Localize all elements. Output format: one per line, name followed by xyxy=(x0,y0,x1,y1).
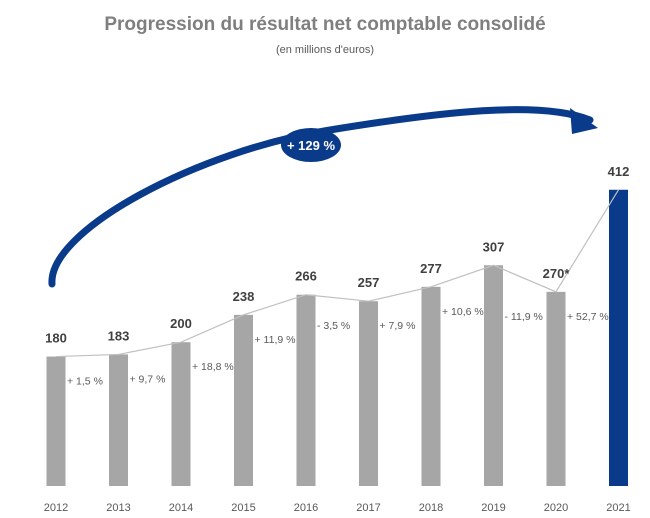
growth-label-2018: + 7,9 % xyxy=(380,320,416,332)
x-tick-label-2013: 2013 xyxy=(106,502,130,514)
bar-2013 xyxy=(109,354,128,486)
growth-arrow xyxy=(48,106,594,288)
growth-label-2020: - 11,9 % xyxy=(505,311,543,323)
growth-label-2016: + 11,9 % xyxy=(255,334,296,346)
chart-subtitle: (en millions d'euros) xyxy=(275,44,375,56)
trend-line xyxy=(55,189,620,358)
bar-2014 xyxy=(171,342,191,486)
value-label-2017: 257 xyxy=(358,275,380,290)
bar-2018 xyxy=(421,286,441,486)
value-label-2012: 180 xyxy=(45,331,67,346)
x-tick-label-2012: 2012 xyxy=(44,502,68,514)
bar-2017 xyxy=(359,301,378,486)
value-label-2019: 307 xyxy=(483,239,505,254)
value-label-2014: 200 xyxy=(170,316,192,331)
x-tick-label-2015: 2015 xyxy=(231,502,255,514)
bar-2012 xyxy=(46,356,66,486)
x-tick-label-2016: 2016 xyxy=(294,502,318,514)
x-tick-label-2018: 2018 xyxy=(419,502,443,514)
growth-label-2019: + 10,6 % xyxy=(442,306,484,318)
growth-arrow-head xyxy=(570,108,598,134)
growth-label-2014: + 9,7 % xyxy=(130,373,166,385)
growth-badge xyxy=(281,128,341,162)
bar-2021 xyxy=(609,189,628,486)
bar-2019 xyxy=(484,265,503,486)
bars-group xyxy=(46,189,628,486)
value-label-2020: 270* xyxy=(543,266,571,281)
bar-2016 xyxy=(296,294,316,486)
growth-label-2015: + 18,8 % xyxy=(192,361,234,373)
value-label-2021: 412 xyxy=(608,164,630,179)
labels-group: 180 2012 183 2013 200 2014 238 2015 266 2016 257 20… xyxy=(44,164,631,514)
x-tick-label-2020: 2020 xyxy=(544,502,568,514)
x-tick-label-2017: 2017 xyxy=(356,502,380,514)
value-label-2016: 266 xyxy=(295,269,317,284)
value-label-2013: 183 xyxy=(108,328,130,343)
bar-2015 xyxy=(234,314,253,486)
value-label-2018: 277 xyxy=(420,261,442,276)
chart-title: Progression du résultat net comptable co… xyxy=(104,14,546,35)
x-tick-label-2019: 2019 xyxy=(481,502,505,514)
x-tick-label-2014: 2014 xyxy=(169,502,193,514)
growth-label-2013: + 1,5 % xyxy=(67,376,103,388)
growth-label-2021: + 52,7 % xyxy=(567,311,609,323)
value-label-2015: 238 xyxy=(233,289,255,304)
x-tick-label-2021: 2021 xyxy=(606,502,630,514)
growth-badge-label: + 129 % xyxy=(287,138,336,153)
growth-label-2017: - 3,5 % xyxy=(317,320,350,332)
bar-2020 xyxy=(546,291,566,486)
